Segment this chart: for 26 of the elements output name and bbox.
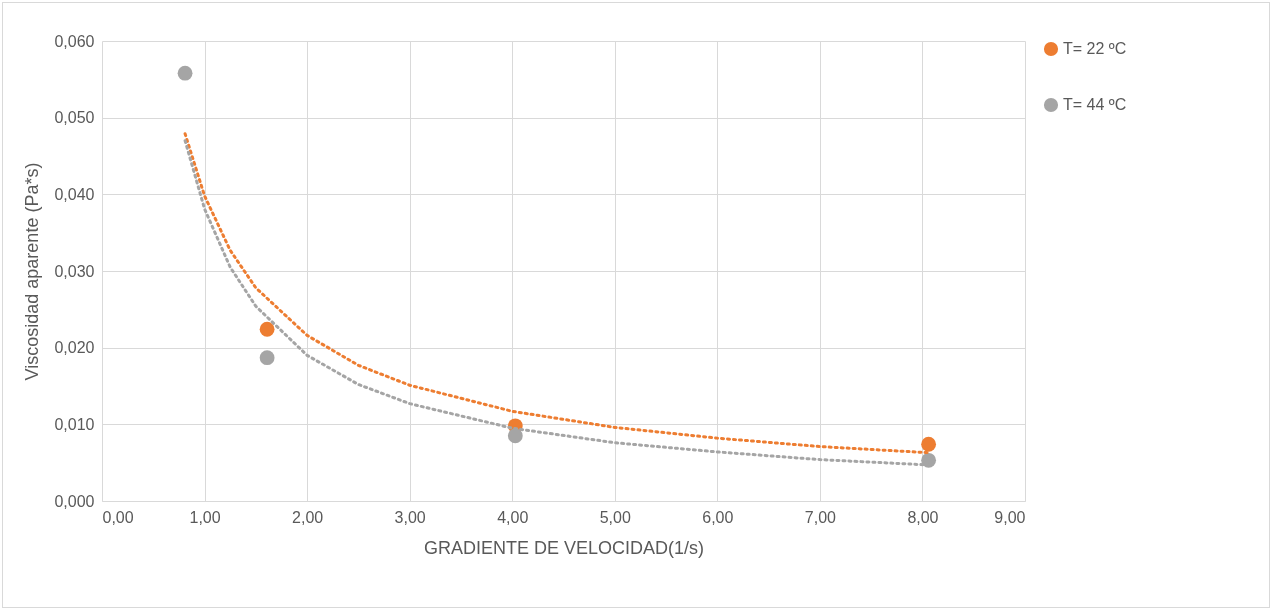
- x-tick-label: 8,00: [907, 508, 939, 526]
- legend-label: T= 44 ºC: [1063, 96, 1127, 113]
- y-tick-label: 0,010: [54, 415, 95, 433]
- x-tick-label: 5,00: [599, 508, 631, 526]
- point: [259, 321, 275, 337]
- y-tick-label: 0,040: [54, 185, 95, 203]
- y-tick-label: 0,060: [54, 32, 95, 50]
- x-tick-label: 2,00: [292, 508, 324, 526]
- y-tick-label: 0,000: [54, 492, 95, 510]
- legend-label: T= 22 ºC: [1063, 40, 1127, 57]
- x-axis-title: GRADIENTE DE VELOCIDAD(1/s): [423, 537, 705, 558]
- point: [507, 428, 523, 444]
- x-tick-label: 6,00: [702, 508, 734, 526]
- y-tick-label: 0,030: [54, 262, 95, 280]
- x-tick-label: 7,00: [804, 508, 837, 526]
- x-tick-label: 4,00: [497, 508, 529, 526]
- x-tick-label: 1,00: [189, 508, 221, 526]
- x-tick-label: 9,00: [994, 508, 1026, 526]
- y-tick-label: 0,020: [54, 339, 95, 357]
- point: [259, 350, 275, 366]
- point: [177, 65, 193, 81]
- x-tick-label: 0,00: [102, 508, 134, 526]
- y-tick-label: 0,050: [54, 109, 95, 127]
- x-tick-label: 3,00: [394, 508, 426, 526]
- point: [921, 436, 937, 452]
- y-axis-title: Viscosidad aparente (Pa*s): [22, 162, 43, 381]
